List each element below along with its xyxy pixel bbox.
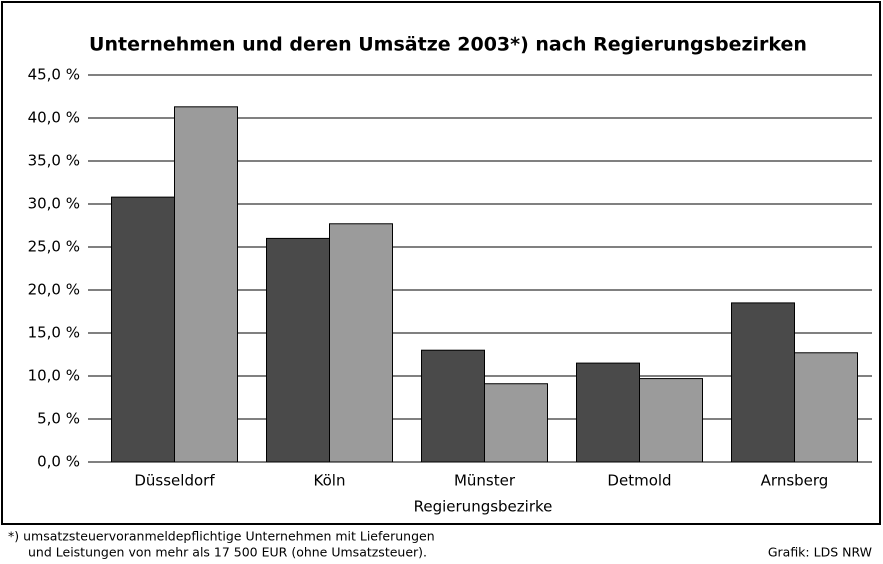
y-tick-label: 45,0 % — [28, 66, 80, 84]
x-axis-label: Regierungsbezirke — [414, 498, 553, 516]
y-tick-label: 40,0 % — [28, 109, 80, 127]
bar — [266, 237, 330, 463]
y-tick-label: 10,0 % — [28, 367, 80, 385]
bar — [174, 106, 238, 463]
bar — [484, 383, 548, 463]
bar — [731, 302, 795, 463]
chart-title: Unternehmen und deren Umsätze 2003*) nac… — [89, 34, 807, 56]
y-tick-label: 15,0 % — [28, 324, 80, 342]
x-tick-label: Köln — [314, 472, 346, 490]
bar — [794, 352, 858, 463]
y-tick-label: 20,0 % — [28, 281, 80, 299]
x-tick-label: Detmold — [607, 472, 671, 490]
bar — [421, 349, 485, 463]
frame — [1, 1, 881, 525]
y-tick-label: 25,0 % — [28, 238, 80, 256]
x-tick-label: Arnsberg — [761, 472, 829, 490]
y-tick-label: 5,0 % — [37, 410, 80, 428]
bar — [329, 223, 393, 463]
y-tick-label: 0,0 % — [37, 453, 80, 471]
footnote: und Leistungen von mehr als 17 500 EUR (… — [28, 545, 427, 560]
x-tick-label: Münster — [454, 472, 516, 490]
footnote: *) umsatzsteuervoranmeldepflichtige Unte… — [8, 529, 435, 544]
y-tick-label: 35,0 % — [28, 152, 80, 170]
bar — [576, 362, 640, 463]
x-tick-label: Düsseldorf — [134, 472, 215, 490]
source: Grafik: LDS NRW — [768, 545, 872, 560]
bar — [639, 378, 703, 463]
y-tick-label: 30,0 % — [28, 195, 80, 213]
bar — [111, 196, 175, 463]
